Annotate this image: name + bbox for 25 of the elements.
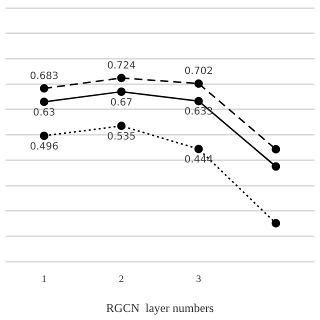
point [272,162,280,171]
data-label: 0.633 [184,106,213,118]
data-label: 0.63 [32,107,56,118]
x-tick-label: 1 [42,274,47,286]
x-tick-label: 2 [118,274,124,286]
point [117,87,126,96]
point [117,74,126,82]
x-tick-label: 3 [196,274,202,286]
point [117,122,126,130]
x-axis-title: RGCN layer numbers [106,300,214,315]
point [40,84,48,93]
data-label: 0.496 [30,141,58,152]
data-label: 0.535 [107,132,136,143]
point [40,132,48,140]
point [272,145,280,154]
data-label: 0.702 [184,66,213,78]
point [194,79,203,88]
data-label: 0.444 [184,154,213,166]
data-label: 0.724 [107,60,136,72]
point [194,96,203,106]
data-label: 0.683 [30,70,58,82]
point [40,98,48,106]
point [194,144,203,154]
point [272,219,280,228]
data-label: 0.67 [110,97,133,108]
